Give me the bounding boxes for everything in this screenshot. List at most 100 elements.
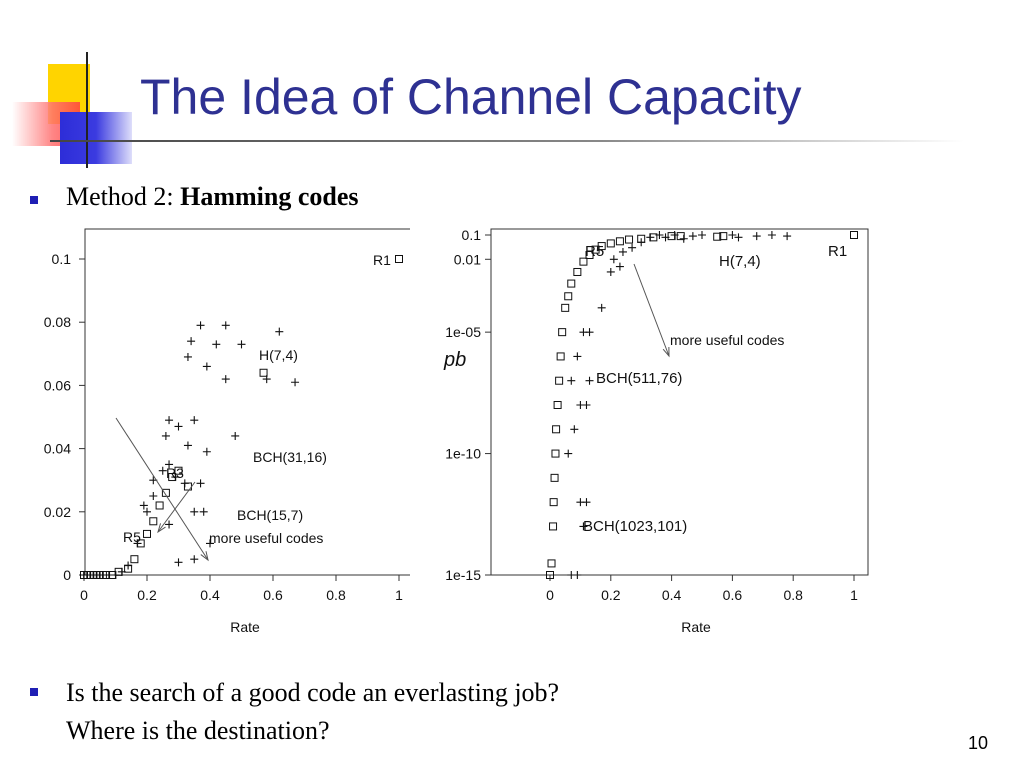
data-point-square (395, 255, 403, 263)
data-point-plus (161, 431, 170, 440)
data-point-square (615, 237, 624, 246)
y-tick-label: 1e-05 (445, 324, 481, 340)
data-point-plus (202, 447, 211, 456)
data-point-square (161, 488, 170, 497)
data-point-square (556, 352, 565, 361)
data-point-plus (275, 327, 284, 336)
x-tick-label: 0.2 (601, 587, 621, 603)
data-point-square (155, 501, 164, 510)
data-point-square (579, 257, 588, 266)
data-point-square (259, 368, 268, 377)
data-point-plus (262, 375, 271, 384)
y-tick-label: 0.04 (44, 441, 71, 457)
annotation-arrow (633, 263, 670, 357)
data-point-plus (190, 555, 199, 564)
data-point-plus (171, 473, 180, 482)
data-point-plus (585, 328, 594, 337)
data-point-plus (143, 507, 151, 516)
annotation-bch-15-7: BCH(15,7) (237, 507, 303, 523)
data-point-plus (117, 567, 126, 576)
data-point-plus (221, 321, 230, 330)
data-point-square (625, 235, 634, 244)
y-tick-label: 0.01 (454, 251, 481, 267)
data-point-plus (190, 507, 199, 516)
annotation-h74: H(7,4) (719, 253, 761, 270)
data-point-plus (570, 425, 579, 434)
data-point-plus (637, 238, 646, 247)
bullet-question-line1: Is the search of a good code an everlast… (66, 678, 560, 707)
bullet-question: Is the search of a good code an everlast… (66, 674, 559, 750)
y-tick-label: 0.02 (44, 504, 71, 520)
data-point-square (667, 232, 676, 241)
data-point-plus (752, 232, 761, 241)
annotation-more-useful: more useful codes (209, 530, 323, 546)
data-point-square (553, 401, 562, 409)
bullet-method: Method 2: Hamming codes (66, 182, 359, 212)
data-point-square (546, 571, 554, 579)
plot-frame (490, 228, 869, 576)
data-point-plus (187, 337, 196, 346)
data-point-plus (609, 255, 618, 264)
data-point-plus (579, 522, 588, 531)
data-point-square (552, 425, 561, 434)
data-point-plus (688, 232, 697, 241)
data-point-plus (158, 466, 167, 475)
data-point-plus (231, 431, 240, 440)
page-title: The Idea of Channel Capacity (140, 69, 802, 125)
data-point-square (549, 498, 558, 507)
data-point-plus (183, 352, 192, 361)
x-axis-label: Rate (230, 619, 260, 635)
x-axis-label: Rate (681, 619, 711, 635)
data-point-plus (237, 340, 246, 349)
data-point-plus (149, 492, 158, 500)
x-tick-label: 0.4 (662, 587, 682, 603)
data-point-plus (573, 352, 582, 361)
annotation-r5: R5 (123, 529, 141, 545)
data-point-plus (133, 539, 142, 548)
page-number: 10 (967, 733, 988, 753)
data-point-square (550, 473, 559, 482)
data-point-plus (180, 479, 189, 488)
annotation-more-useful: more useful codes (670, 332, 784, 348)
data-point-plus (646, 233, 655, 242)
data-point-square (597, 242, 606, 251)
data-point-plus (174, 558, 183, 567)
bullet-method-prefix: Method 2: (66, 182, 181, 211)
annotation-r3: R3 (166, 465, 184, 481)
data-point-plus (698, 231, 706, 239)
annotation-bch-511-76: BCH(511,76) (596, 370, 682, 387)
data-point-square (850, 231, 858, 239)
x-tick-label: 0.6 (263, 587, 283, 603)
data-point-plus (655, 231, 664, 239)
y-tick-label: 1e-15 (445, 567, 481, 583)
data-point-plus (221, 375, 230, 384)
x-tick-label: 0 (80, 587, 88, 603)
annotation-arrow (157, 481, 196, 533)
annotation-arrow (115, 417, 209, 561)
data-point-plus (679, 234, 688, 243)
data-point-plus (212, 340, 221, 349)
data-point-square (551, 449, 560, 458)
data-point-square (585, 251, 594, 260)
x-tick-label: 1 (850, 587, 858, 603)
x-tick-label: 0.2 (137, 587, 157, 603)
data-point-plus (585, 376, 594, 385)
title-underline (50, 140, 964, 142)
annotation-arrowhead (662, 346, 670, 358)
data-point-square (130, 555, 139, 564)
data-point-plus (190, 416, 199, 425)
annotation-bch-1023-101: BCH(1023,101) (583, 518, 687, 535)
annotation-arrowhead (200, 551, 209, 562)
x-tick-label: 0.8 (783, 587, 803, 603)
data-point-plus (783, 232, 792, 241)
data-point-plus (165, 416, 174, 425)
data-point-plus (582, 401, 591, 409)
data-point-plus (139, 501, 148, 510)
data-point-plus (183, 441, 192, 450)
log-scale-chart: 0 0.2 0.4 0.6 0.8 1 0.1 0.01 1e-05 1e-10 1e-15 Rate… (443, 227, 869, 635)
data-point-square (143, 529, 151, 538)
data-point-plus (618, 247, 627, 256)
bullet-question-line2: Where is the destination? (66, 716, 330, 745)
data-point-plus (111, 571, 120, 579)
y-tick-label: 0 (63, 567, 71, 583)
